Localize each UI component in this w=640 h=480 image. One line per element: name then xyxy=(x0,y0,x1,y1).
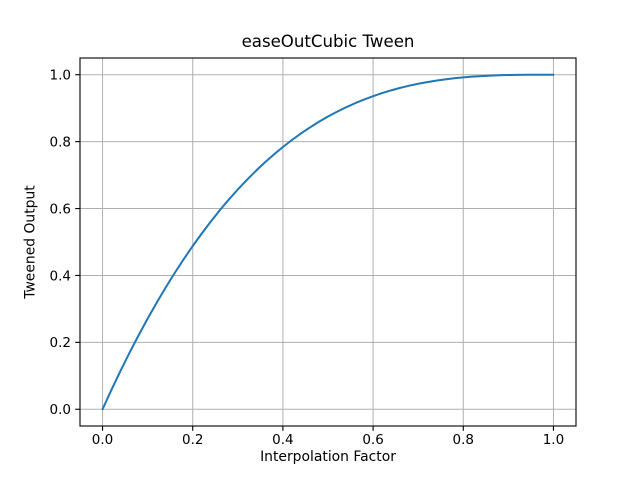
y-tick-label: 0.4 xyxy=(50,268,71,284)
y-axis-label: Tweened Output xyxy=(22,185,39,299)
y-tick-label: 0.0 xyxy=(50,402,71,418)
x-tick-label: 0.4 xyxy=(272,432,293,448)
ease-out-cubic-curve xyxy=(101,73,555,411)
x-tick-label: 0.6 xyxy=(362,432,383,448)
axes-spines xyxy=(79,57,577,427)
y-tick-label: 1.0 xyxy=(50,68,71,84)
x-tick-label: 0.2 xyxy=(182,432,203,448)
y-tick-label: 0.2 xyxy=(50,335,71,351)
y-tick-label: 0.6 xyxy=(50,201,71,217)
x-tick-label: 1.0 xyxy=(543,432,564,448)
x-axis-label: Interpolation Factor xyxy=(260,449,396,465)
chart-title: easeOutCubic Tween xyxy=(241,32,415,51)
x-tick-label: 0.8 xyxy=(453,432,474,448)
y-tick-label: 0.8 xyxy=(50,134,71,150)
x-tick-label: 0.0 xyxy=(92,432,113,448)
